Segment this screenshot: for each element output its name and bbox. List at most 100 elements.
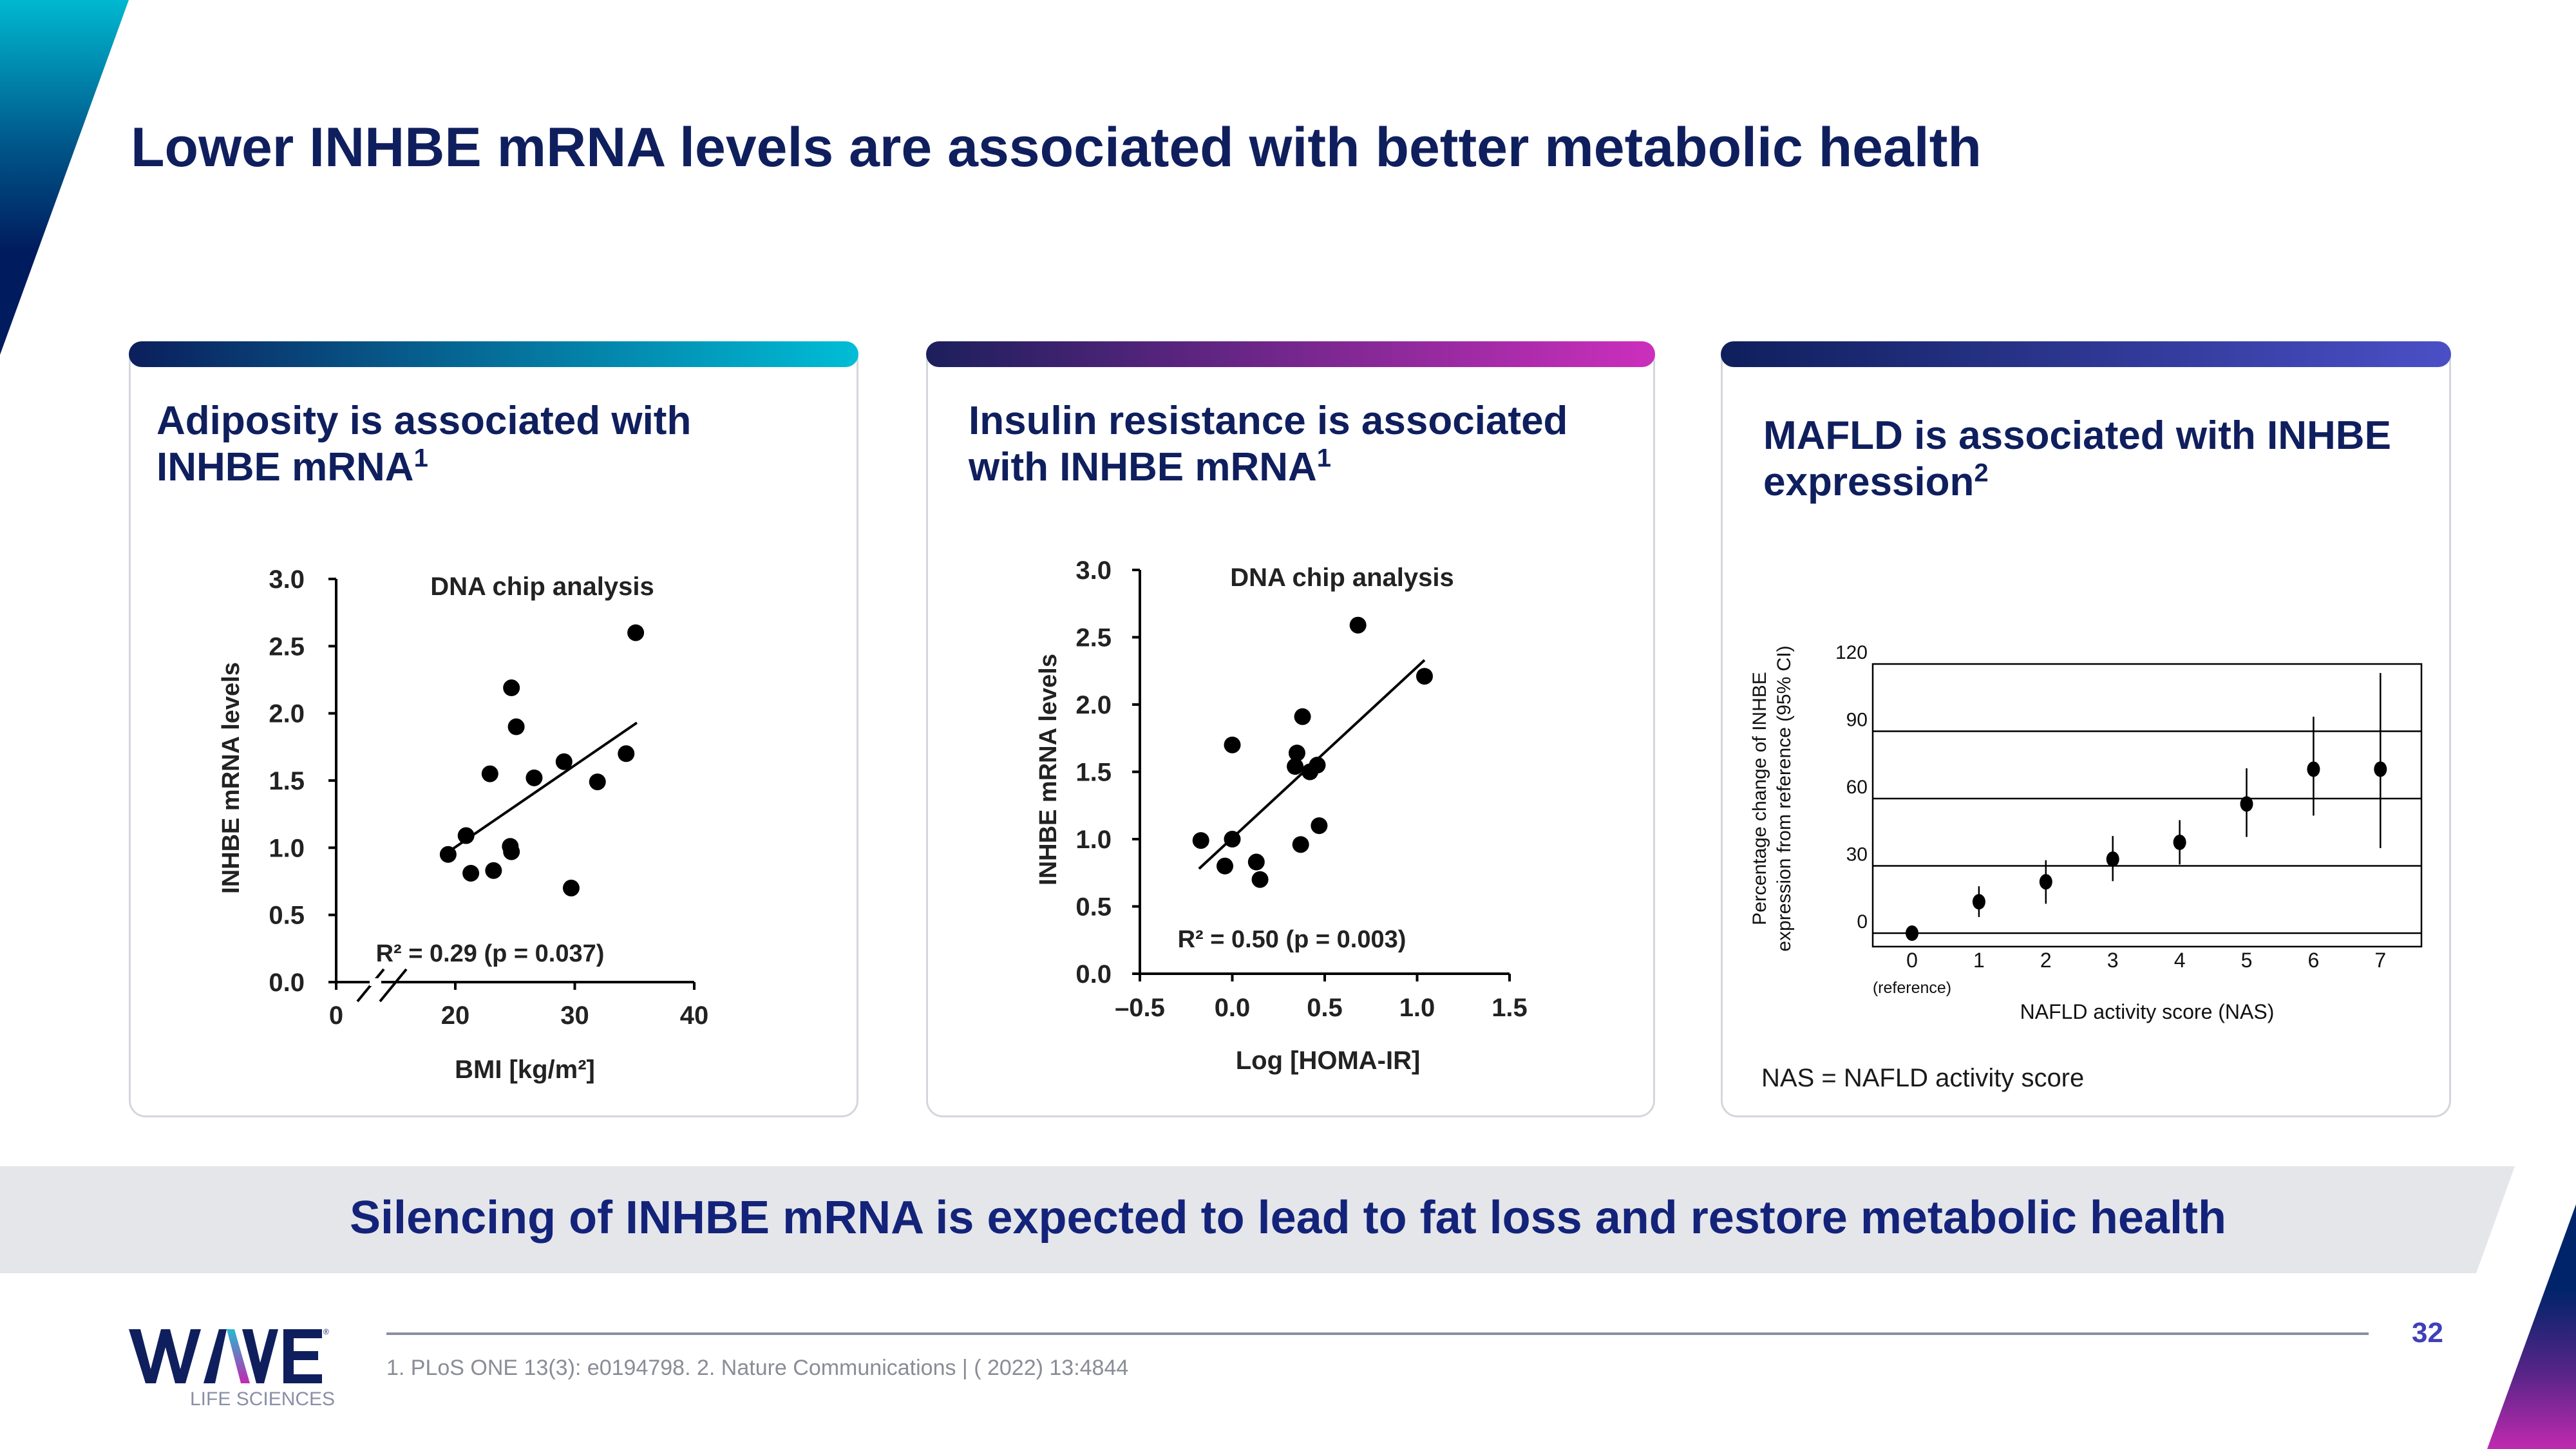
x-tick-label: 0 [329, 1001, 343, 1030]
plot-frame [1871, 663, 2423, 948]
x-tick-label: 4 [2174, 949, 2186, 972]
data-point [1224, 831, 1241, 848]
x-tick-label: 0.5 [1307, 994, 1343, 1022]
nas-footnote: NAS = NAFLD activity score [1761, 1064, 2085, 1092]
x-tick-label: 2 [2040, 949, 2052, 972]
axis-break-mark [379, 968, 408, 1003]
x-axis-label: BMI [kg/m²] [455, 1056, 595, 1084]
card-heading: Adiposity is associated with INHBE mRNA1 [156, 399, 692, 489]
y-tick-label: 2.5 [269, 632, 305, 661]
x-tick-label: 7 [2374, 949, 2386, 972]
r-squared-annotation: R² = 0.50 (p = 0.003) [1178, 926, 1406, 953]
chart-title: DNA chip analysis [430, 573, 654, 601]
data-point [1224, 736, 1241, 753]
data-point [462, 864, 480, 882]
y-tick-label: 0.0 [269, 969, 305, 997]
y-tick-label: 0.5 [1075, 893, 1112, 922]
y-tick-label: 0 [1857, 911, 1868, 933]
data-point [2106, 851, 2119, 867]
data-point [1247, 853, 1265, 871]
x-axis-label: NAFLD activity score (NAS) [2020, 1000, 2275, 1023]
y-tick-label: 2.0 [1075, 691, 1112, 719]
data-point [526, 769, 543, 786]
data-point [1349, 616, 1367, 634]
y-tick-label: 90 [1846, 710, 1868, 731]
y-tick-label: 0.0 [1075, 960, 1112, 989]
references: 1. PLoS ONE 13(3): e0194798. 2. Nature C… [386, 1356, 1129, 1380]
data-point [503, 843, 520, 860]
x-tick-label: –0.5 [1115, 994, 1165, 1022]
card-mafld: MAFLD is associated with INHBE expression… [1721, 341, 2451, 1117]
data-point [1287, 758, 1304, 775]
chart-title: DNA chip analysis [1230, 564, 1454, 592]
x-tick-label: 1 [1973, 949, 1985, 972]
data-point [1906, 925, 1918, 941]
data-point [2039, 874, 2052, 890]
card-adiposity: Adiposity is associated with INHBE mRNA1 [129, 341, 858, 1117]
card-header-bar [1721, 341, 2451, 367]
data-point [1294, 708, 1311, 725]
data-point [485, 862, 502, 879]
y-tick-label: 120 [1835, 642, 1868, 663]
y-tick-label: 2.5 [1075, 624, 1112, 652]
x-tick-label: 1.0 [1399, 994, 1435, 1022]
data-point [439, 846, 457, 863]
conclusion-banner [0, 1166, 2515, 1273]
data-point [457, 827, 475, 844]
data-point [1292, 836, 1309, 853]
y-tick-label: 30 [1846, 844, 1868, 866]
y-tick-label: 1.0 [1075, 826, 1112, 854]
data-point [1416, 668, 1433, 685]
card-header-bar [926, 341, 1655, 367]
x-tick-label: 20 [441, 1001, 470, 1030]
conclusion-text: Silencing of INHBE mRNA is expected to l… [350, 1192, 2226, 1244]
y-axis-label: INHBE mRNA levels [1035, 654, 1062, 886]
logo-subtext: LIFE SCIENCES [190, 1388, 335, 1408]
x-tick-label: 6 [2308, 949, 2320, 972]
y-axis-label-line1: Percentage change of INHBE [1749, 672, 1770, 925]
x-tick-label: 5 [2241, 949, 2253, 972]
data-point [2374, 761, 2387, 777]
x-tick-label: 3 [2107, 949, 2119, 972]
data-point [618, 745, 635, 762]
card-header-bar [129, 341, 858, 367]
data-point [1309, 757, 1326, 774]
y-tick-label: 60 [1846, 777, 1868, 798]
data-point [1251, 871, 1269, 888]
slide-title: Lower INHBE mRNA levels are associated w… [131, 117, 1982, 178]
y-axis-label-line2: expression from reference (95% CI) [1774, 645, 1795, 951]
x-tick-label: 0 [1906, 949, 1918, 972]
data-point [562, 879, 580, 896]
x-tick-label: 0.0 [1215, 994, 1251, 1022]
x-axis-label: Log [HOMA-IR] [1236, 1046, 1421, 1075]
x-tick-label: 40 [680, 1001, 709, 1030]
axis-break-gap [370, 978, 381, 986]
data-point [627, 624, 645, 641]
r-squared-annotation: R² = 0.29 (p = 0.037) [376, 940, 605, 967]
data-point [481, 765, 498, 782]
data-point [1311, 817, 1328, 835]
data-point [1972, 894, 1985, 910]
data-point [1288, 744, 1305, 762]
x-tick-label: 30 [560, 1001, 589, 1030]
footer-divider [386, 1332, 2369, 1335]
svg-text:®: ® [323, 1327, 329, 1336]
y-axis-label: INHBE mRNA levels [218, 662, 245, 894]
y-tick-label: 1.5 [269, 767, 305, 795]
data-point [1192, 832, 1209, 849]
x-tick-label: 1.5 [1492, 994, 1528, 1022]
data-point [1217, 857, 1234, 875]
data-point [2173, 834, 2186, 850]
data-point [503, 679, 520, 697]
data-point [2240, 796, 2253, 812]
data-point [555, 753, 573, 770]
y-tick-label: 3.0 [269, 565, 305, 594]
data-point [589, 773, 606, 791]
x-reference-label: (reference) [1873, 979, 1951, 997]
card-heading: Insulin resistance is associated with INH… [969, 399, 1568, 489]
wave-logo: ® LIFE SCIENCES [129, 1327, 335, 1408]
card-heading: MAFLD is associated with INHBE expression… [1763, 413, 2391, 504]
y-tick-label: 3.0 [1075, 556, 1112, 585]
trend-line [450, 721, 638, 852]
